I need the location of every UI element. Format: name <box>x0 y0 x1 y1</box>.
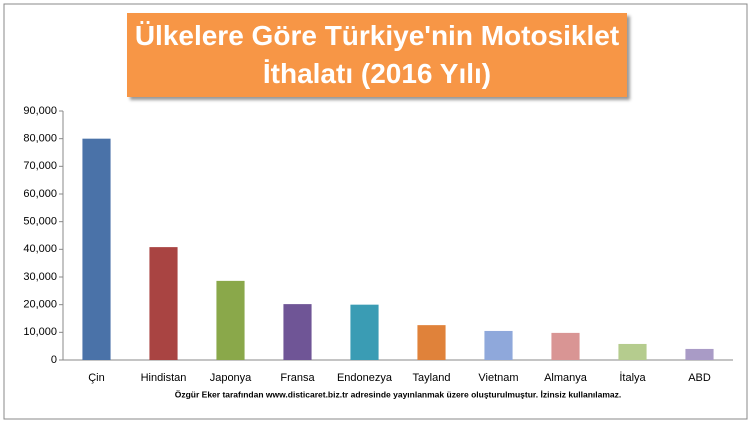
bar <box>618 343 647 360</box>
note: Özgür Eker tarafından www.disticaret.biz… <box>175 389 622 399</box>
y-tick-label: 0 <box>51 354 57 366</box>
y-tick-label: 60,000 <box>23 188 57 200</box>
y-tick-label: 80,000 <box>23 133 57 145</box>
x-tick-label: Vietnam <box>478 372 518 384</box>
bar <box>551 332 580 360</box>
x-tick-label: ABD <box>688 372 711 384</box>
x-tick-label: Japonya <box>210 372 252 384</box>
y-tick-label: 20,000 <box>23 299 57 311</box>
bar <box>417 325 446 360</box>
x-tick-label: Hindistan <box>141 372 187 384</box>
x-tick-label: Tayland <box>413 372 451 384</box>
x-tick-label: İtalya <box>619 371 646 384</box>
bar <box>82 138 111 360</box>
bar <box>350 304 379 360</box>
x-tick-label: Almanya <box>544 372 588 384</box>
bar <box>283 304 312 360</box>
x-tick-label: Endonezya <box>337 372 393 384</box>
y-tick-label: 50,000 <box>23 216 57 228</box>
bar <box>685 348 714 360</box>
y-tick-label: 40,000 <box>23 243 57 255</box>
bar <box>484 330 513 360</box>
y-tick-label: 30,000 <box>23 271 57 283</box>
y-tick-label: 70,000 <box>23 160 57 172</box>
y-tick-label: 90,000 <box>23 105 57 117</box>
y-tick-label: 10,000 <box>23 326 57 338</box>
x-tick-label: Fransa <box>280 372 315 384</box>
bar <box>216 280 245 360</box>
x-tick-label: Çin <box>88 372 105 384</box>
bar <box>149 247 178 360</box>
chart-title: Ülkelere Göre Türkiye'nin Motosiklet İth… <box>127 13 627 97</box>
